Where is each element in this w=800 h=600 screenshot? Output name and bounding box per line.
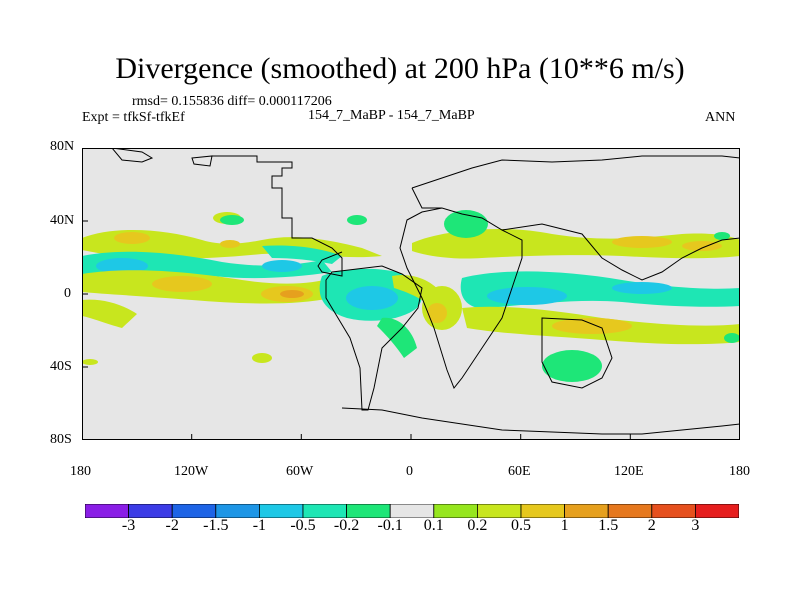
coast-africa [399, 207, 523, 389]
blob-sa-green [377, 317, 417, 358]
y-tick-label-0: 0 [64, 286, 71, 301]
colorbar-label: -0.2 [333, 517, 360, 534]
coast-south-america [325, 265, 423, 411]
y-tick-label-40n: 40N [50, 213, 75, 228]
colorbar-label: -1.5 [203, 517, 229, 534]
blob-eq-orange [152, 276, 212, 292]
x-tick-label-60w: 60W [286, 464, 314, 479]
season-label: ANN [705, 110, 736, 125]
x-tick-label-180e: 180 [729, 464, 750, 479]
blob-sw2-ygreen [82, 359, 98, 365]
colorbar-label: -2 [165, 517, 179, 534]
blob-ne-green [714, 232, 730, 240]
x-tick-label-120w: 120W [174, 464, 209, 479]
coast-arctic-islands [110, 147, 213, 167]
band-south-orange [552, 318, 632, 334]
blob-sub-cyan [96, 258, 148, 274]
field-layer [82, 210, 740, 382]
colorbar-label: 3 [691, 517, 700, 534]
x-tick-label-60e: 60E [508, 464, 531, 479]
blob-eq2-dark-orange [280, 290, 304, 298]
coast-australia [541, 317, 613, 389]
colorbar-swatch [215, 503, 260, 519]
colorbar-swatch [433, 503, 478, 519]
colorbar-swatch [258, 503, 304, 519]
colorbar-swatch [171, 503, 217, 519]
blob-aus-green [542, 350, 602, 382]
blob-sub2-cyan [262, 260, 302, 272]
experiment-label: Expt = tfkSf-tfkEf [82, 110, 185, 125]
blob-se-green [724, 333, 740, 343]
colorbar-swatch [476, 503, 522, 519]
blob-ne-orange [612, 236, 672, 248]
blob-sw-ygreen [82, 299, 137, 328]
colorbar-label: -3 [121, 517, 136, 534]
colorbar-swatch [302, 503, 347, 519]
colorbar-swatch [564, 503, 609, 519]
colorbar-label: -0.1 [377, 517, 403, 534]
blob-sub3-teal [262, 245, 342, 264]
x-tick-label-120e: 120E [614, 464, 644, 479]
coast-north-america [212, 155, 343, 277]
colorbar-swatch [651, 503, 696, 519]
blob-n-green [220, 215, 244, 225]
map-svg [82, 147, 741, 440]
region-americas-cyan [346, 286, 398, 310]
blob-w-orange [114, 232, 150, 244]
coast-eurasia [411, 155, 741, 281]
band-north-east-ygreen [412, 228, 740, 259]
plot-title: Divergence (smoothed) at 200 hPa (10**6 … [115, 52, 685, 85]
colorbar-label: 0.2 [467, 517, 488, 534]
colorbar-label: 2 [647, 517, 656, 534]
y-tick-label-40s: 40S [50, 359, 72, 374]
y-tick-label-80s: 80S [50, 432, 72, 447]
colorbar-label: 1 [560, 517, 569, 534]
colorbar-swatch [346, 503, 391, 519]
blob-atl-green [347, 215, 367, 225]
tick-marks [82, 148, 631, 440]
band-indopac-cyan [487, 287, 567, 305]
colorbar-svg [84, 503, 740, 519]
blob-sp-ygreen [252, 353, 272, 363]
x-tick-label-0: 0 [406, 464, 413, 479]
colorbar-label: 0.5 [511, 517, 531, 534]
blob-nw-orange [220, 240, 240, 248]
colorbar-label: -0.5 [290, 517, 316, 534]
x-tick-label-180w: 180 [70, 464, 91, 479]
colorbar-label: 0.1 [423, 517, 444, 534]
blob-asia-green [444, 210, 488, 238]
colorbar-swatch [128, 503, 173, 519]
map-panel [82, 147, 741, 440]
case-label: 154_7_MaBP - 154_7_MaBP [308, 108, 475, 123]
colorbar-swatch [520, 503, 565, 519]
colorbar-swatch [695, 503, 740, 519]
coast-antarctica [341, 407, 741, 435]
colorbar-label: -1 [252, 517, 267, 534]
y-tick-label-80n: 80N [50, 139, 75, 154]
colorbar-swatch [389, 503, 435, 519]
colorbar-swatch [607, 503, 653, 519]
colorbar [84, 503, 740, 519]
colorbar-label: 1.5 [598, 517, 619, 534]
stats-text: rmsd= 0.155836 diff= 0.000117206 [132, 94, 332, 109]
colorbar-swatch [84, 503, 129, 519]
coastline-layer [110, 147, 741, 435]
blob-africa-orange [427, 303, 447, 323]
band-indopac2-cyan [612, 282, 672, 294]
